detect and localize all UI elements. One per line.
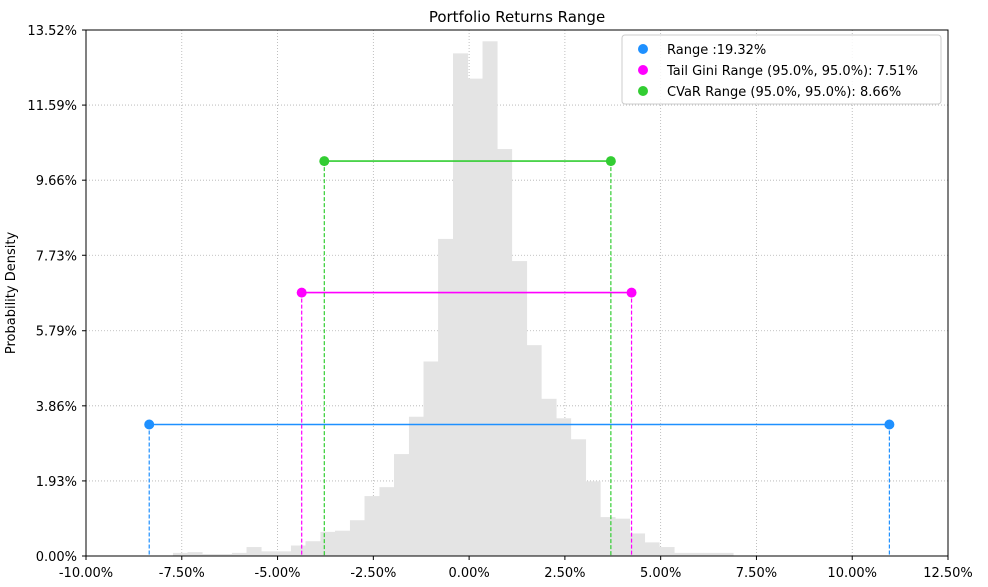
histogram-bar [202, 554, 218, 556]
histogram-bar [231, 552, 248, 556]
histogram-bar [703, 552, 719, 556]
legend: Range :19.32% Tail Gini Range (95.0%, 95.… [621, 34, 942, 105]
legend-marker [638, 44, 648, 54]
y-tick-label: 13.52% [27, 24, 77, 39]
range-start-point [144, 419, 155, 430]
x-tick-label: 10.00% [827, 566, 877, 581]
histogram-bar [379, 487, 395, 556]
histogram-bar [556, 418, 572, 556]
histogram-bar [349, 520, 366, 556]
range-end-point [884, 419, 895, 430]
histogram-bar [467, 78, 483, 557]
histogram-bar [423, 361, 439, 556]
y-tick-label: 9.66% [36, 174, 77, 189]
histogram-bar [408, 416, 425, 556]
x-tick-label: 5.00% [640, 566, 681, 581]
legend-marker [638, 86, 648, 96]
histogram-bar [630, 533, 646, 556]
x-tick-label: -10.00% [59, 566, 113, 581]
legend-box [621, 34, 942, 105]
histogram-bar [261, 551, 277, 556]
x-tick-label: 7.50% [736, 566, 777, 581]
histogram-bar [453, 53, 469, 556]
legend-label: Range :19.32% [667, 43, 766, 58]
histogram-bar [512, 261, 528, 556]
histogram-bar [246, 547, 262, 556]
y-axis-label: Probability Density [4, 232, 19, 355]
histogram-bar [482, 41, 498, 557]
range-end-point [605, 156, 616, 167]
histogram-bar [526, 345, 542, 556]
histogram-bar [600, 517, 616, 556]
y-tick-label: 0.00% [36, 550, 77, 565]
histogram-bar [290, 545, 307, 556]
y-tick-label: 1.93% [36, 475, 77, 490]
histogram-bar [187, 552, 203, 556]
histogram-bar [585, 481, 601, 556]
legend-label: Tail Gini Range (95.0%, 95.0%): 7.51% [666, 64, 918, 79]
histogram-bar [541, 398, 557, 556]
histogram-bar [438, 238, 454, 556]
histogram-bar [364, 496, 380, 556]
x-tick-label: -2.50% [350, 566, 396, 581]
histogram-bar [305, 541, 321, 556]
histogram-bar [571, 439, 587, 556]
x-tick-label: -7.50% [159, 566, 205, 581]
y-tick-label: 5.79% [36, 325, 77, 340]
legend-marker [638, 65, 648, 75]
histogram-bar [276, 551, 292, 556]
histogram-bar [689, 552, 705, 556]
histogram-bar [320, 531, 336, 556]
plot-frame [85, 29, 949, 557]
histogram-bar [644, 542, 660, 556]
x-tick-label: 2.50% [544, 566, 585, 581]
histogram-bar [718, 552, 734, 556]
x-tick-label: -5.00% [255, 566, 301, 581]
range-start-point [296, 287, 307, 298]
y-tick-label: 11.59% [27, 99, 77, 114]
histogram-bar [615, 518, 631, 556]
y-tick-label: 3.86% [36, 400, 77, 415]
y-tick-label: 7.73% [36, 249, 77, 264]
histogram [172, 41, 734, 557]
histogram-bar [659, 547, 675, 556]
y-axis-ticks: 0.00% 1.93% 3.86% 5.79% 7.73% 9.66% 11.59% 13.5… [27, 24, 86, 565]
legend-label: CVaR Range (95.0%, 95.0%): 8.66% [667, 85, 901, 100]
range-end-point [626, 287, 637, 298]
x-tick-label: 12.50% [923, 566, 973, 581]
x-tick-label: 0.00% [448, 566, 489, 581]
range-series [144, 156, 895, 556]
histogram-bar [394, 454, 410, 556]
histogram-bar [674, 552, 690, 556]
x-axis-ticks: -10.00% -7.50% -5.00% -2.50% 0.00% 2.50% 5.00%… [59, 556, 973, 581]
histogram-bar [497, 149, 513, 556]
range-start-point [319, 156, 330, 167]
histogram-bar [217, 554, 233, 556]
histogram-bar [172, 552, 189, 556]
chart-title: Portfolio Returns Range [429, 8, 605, 26]
histogram-bar [335, 530, 351, 556]
